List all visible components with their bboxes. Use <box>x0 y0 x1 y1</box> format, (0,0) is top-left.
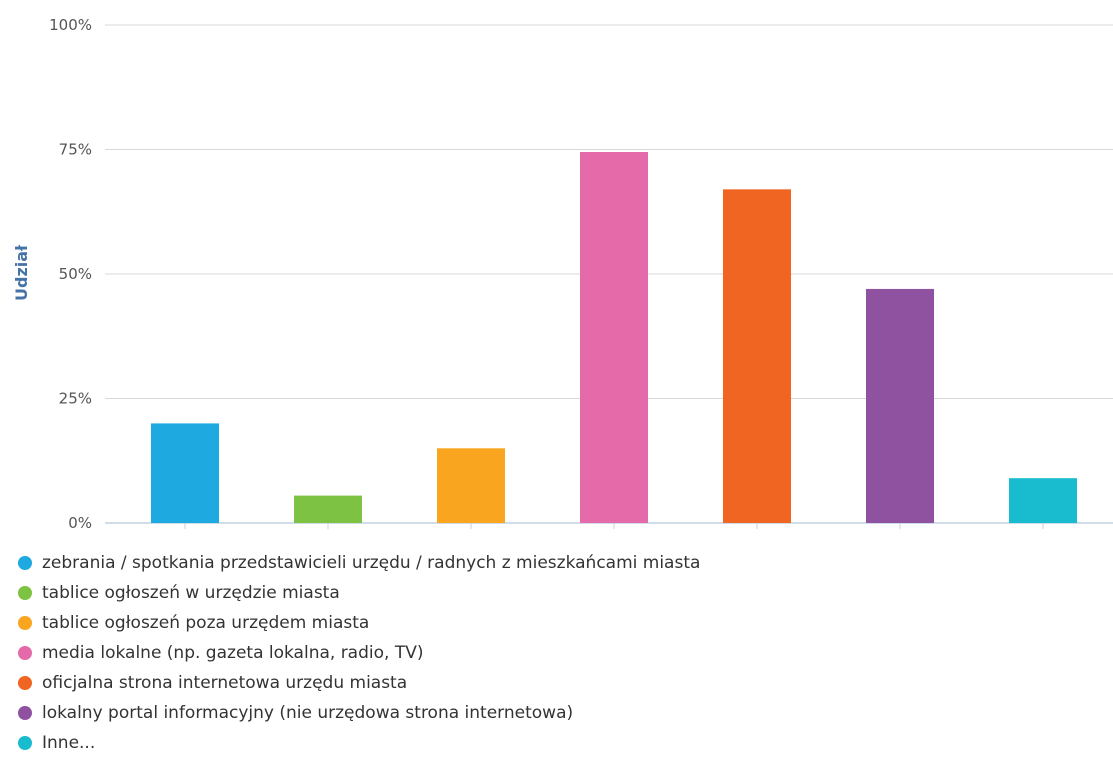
legend-swatch-icon <box>18 706 32 720</box>
legend-swatch-icon <box>18 556 32 570</box>
bar-2[interactable] <box>294 495 362 523</box>
y-tick-label: 0% <box>68 514 92 532</box>
bar-7[interactable] <box>1009 478 1077 523</box>
bar-3[interactable] <box>437 448 505 523</box>
y-tick-label: 50% <box>59 265 92 283</box>
legend-label: oficjalna strona internetowa urzędu mias… <box>42 673 408 693</box>
y-tick-label: 25% <box>59 390 92 408</box>
legend-label: zebrania / spotkania przedstawicieli urz… <box>42 553 701 573</box>
bar-1[interactable] <box>151 423 219 523</box>
y-axis-tick-labels: 0% 25% 50% 75% 100% <box>49 16 92 532</box>
legend-label: lokalny portal informacyjny (nie urzędow… <box>42 703 574 723</box>
y-tick-label: 75% <box>59 141 92 159</box>
legend-item[interactable]: tablice ogłoszeń w urzędzie miasta <box>18 578 1108 608</box>
legend: zebrania / spotkania przedstawicieli urz… <box>18 548 1108 758</box>
bars <box>151 151 1077 524</box>
legend-label: tablice ogłoszeń w urzędzie miasta <box>42 583 340 603</box>
legend-item[interactable]: Inne... <box>18 728 1108 758</box>
legend-item[interactable]: oficjalna strona internetowa urzędu mias… <box>18 668 1108 698</box>
legend-swatch-icon <box>18 736 32 750</box>
y-tick-label: 100% <box>49 16 92 34</box>
bar-6[interactable] <box>866 288 934 523</box>
legend-item[interactable]: lokalny portal informacyjny (nie urzędow… <box>18 698 1108 728</box>
legend-item[interactable]: zebrania / spotkania przedstawicieli urz… <box>18 548 1108 578</box>
legend-swatch-icon <box>18 616 32 630</box>
legend-label: media lokalne (np. gazeta lokalna, radio… <box>42 643 424 663</box>
legend-swatch-icon <box>18 646 32 660</box>
y-axis-title: Udział <box>12 244 31 301</box>
bar-5[interactable] <box>723 189 791 523</box>
legend-label: Inne... <box>42 733 96 753</box>
legend-item[interactable]: tablice ogłoszeń poza urzędem miasta <box>18 608 1108 638</box>
legend-item[interactable]: media lokalne (np. gazeta lokalna, radio… <box>18 638 1108 668</box>
legend-swatch-icon <box>18 676 32 690</box>
legend-label: tablice ogłoszeń poza urzędem miasta <box>42 613 370 633</box>
bar-4[interactable] <box>580 151 648 524</box>
x-axis-ticks <box>184 523 1044 529</box>
legend-swatch-icon <box>18 586 32 600</box>
